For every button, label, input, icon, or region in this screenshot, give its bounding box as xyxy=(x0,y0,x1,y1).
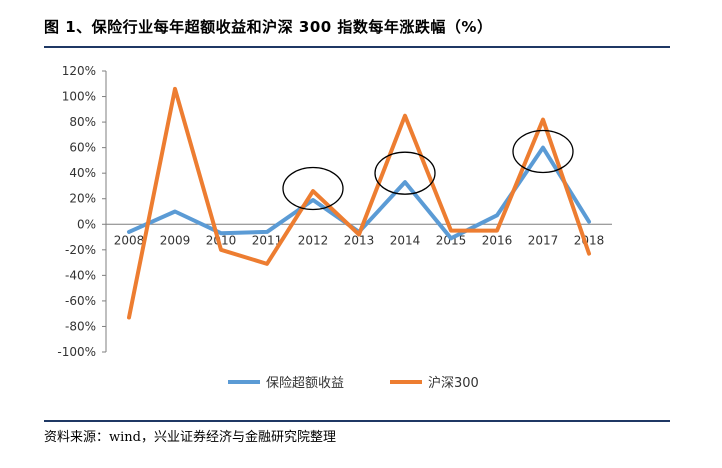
y-tick-label: -20% xyxy=(65,243,96,257)
annotation-ellipse xyxy=(282,166,344,211)
x-tick-label: 2018 xyxy=(574,233,605,247)
y-tick-label: -80% xyxy=(65,319,96,333)
source-divider xyxy=(44,420,670,422)
title-divider xyxy=(44,46,670,48)
y-tick-label: 20% xyxy=(69,192,96,206)
y-tick-label: 100% xyxy=(62,90,96,104)
series-line-2 xyxy=(127,86,591,320)
annotation-ellipse xyxy=(512,129,574,174)
x-tick-label: 2014 xyxy=(390,233,421,247)
legend-label-1: 保险超额收益 xyxy=(266,376,344,391)
x-tick-label: 2011 xyxy=(252,233,283,247)
x-tick-label: 2017 xyxy=(528,233,559,247)
x-tick-label: 2010 xyxy=(206,233,237,247)
source-note: 资料来源：wind，兴业证券经济与金融研究院整理 xyxy=(44,430,336,445)
chart-title: 图 1、保险行业每年超额收益和沪深 300 指数每年涨跌幅（%） xyxy=(44,18,493,36)
legend-label-2: 沪深300 xyxy=(428,375,479,391)
x-tick-label: 2013 xyxy=(344,233,375,247)
x-tick-label: 2016 xyxy=(482,233,513,247)
y-tick-label: 60% xyxy=(69,141,96,155)
y-tick-label: 120% xyxy=(62,64,96,78)
y-tick-label: 0% xyxy=(77,217,96,231)
x-tick-label: 2012 xyxy=(298,233,329,247)
y-tick-label: -60% xyxy=(65,294,96,308)
annotation-ellipse xyxy=(374,151,436,195)
y-tick-label: 80% xyxy=(69,115,96,129)
y-tick-label: -100% xyxy=(57,345,96,359)
x-tick-label: 2009 xyxy=(160,233,191,247)
x-tick-label: 2008 xyxy=(114,233,145,247)
y-tick-label: -40% xyxy=(65,268,96,282)
y-tick-label: 40% xyxy=(69,166,96,180)
